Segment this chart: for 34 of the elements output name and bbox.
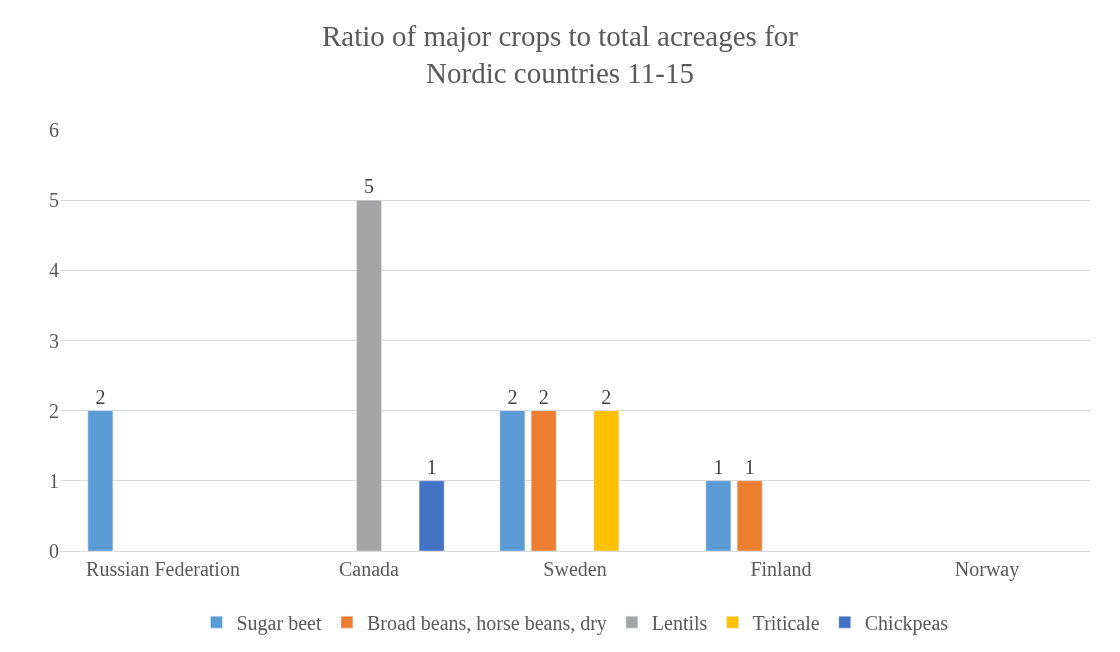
data-label: 1: [744, 455, 755, 478]
bar: [530, 410, 557, 551]
data-label: 2: [95, 385, 106, 408]
legend-label: Sugar beet: [236, 611, 322, 635]
y-tick-label: 0: [49, 540, 59, 562]
data-label: 2: [538, 385, 549, 408]
bar: [705, 480, 732, 551]
x-tick-label: Finland: [750, 558, 812, 580]
x-tick-label: Canada: [339, 558, 400, 580]
y-tick-label: 6: [49, 119, 59, 141]
data-label: 1: [713, 455, 724, 478]
bar: [87, 410, 114, 551]
chart-title: Ratio of major crops to total acreages for Nordic countries 11-15: [322, 19, 799, 90]
bar: [418, 480, 445, 551]
y-tick-label: 5: [49, 189, 59, 212]
y-tick-label: 3: [49, 329, 59, 352]
x-tick-label: Sweden: [543, 558, 607, 580]
bar: [356, 199, 382, 551]
y-tick-label: 4: [49, 259, 59, 282]
legend-label: Chickpeas: [864, 611, 949, 635]
legend-label: Lentils: [651, 611, 708, 634]
x-tick-label: Russian Federation: [86, 558, 240, 580]
data-label: 2: [601, 385, 612, 408]
legend-label: Triticale: [752, 611, 820, 634]
data-label: 1: [426, 455, 437, 478]
legend-label: Broad beans, horse beans, dry: [366, 611, 607, 635]
y-tick-label: 1: [49, 469, 59, 492]
bar: [736, 480, 763, 551]
y-tick-label: 2: [49, 399, 59, 422]
x-tick-label: Norway: [954, 558, 1020, 581]
bar: [593, 410, 620, 551]
data-label: 5: [364, 175, 374, 198]
bar: [499, 410, 526, 551]
data-label: 2: [507, 385, 518, 408]
